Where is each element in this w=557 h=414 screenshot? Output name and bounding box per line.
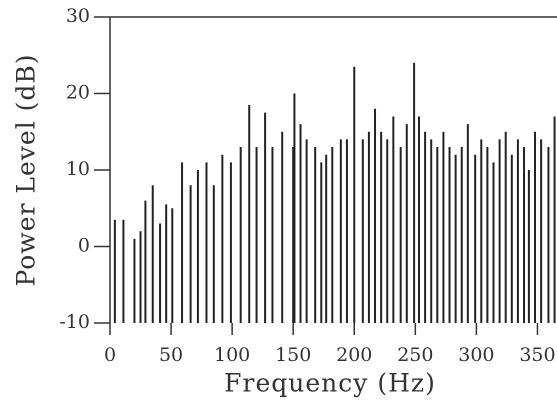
y-tick-label: 20 [66,82,90,104]
x-tick-label: 100 [214,344,250,366]
x-tick-label: 0 [104,344,116,366]
y-axis-title: Power Level (dB) [12,53,41,286]
y-tick-label: 0 [78,235,90,257]
y-tick-label: 30 [66,5,90,27]
y-tick-label: -10 [59,311,90,333]
x-tick-label: 250 [397,344,433,366]
y-tick-label: 10 [66,158,90,180]
x-tick-label: 200 [336,344,372,366]
x-axis-title: Frequency (Hz) [224,369,436,398]
x-tick-label: 150 [275,344,311,366]
x-tick-label: 50 [159,344,183,366]
x-tick-label: 350 [519,344,555,366]
x-tick-label: 300 [458,344,494,366]
